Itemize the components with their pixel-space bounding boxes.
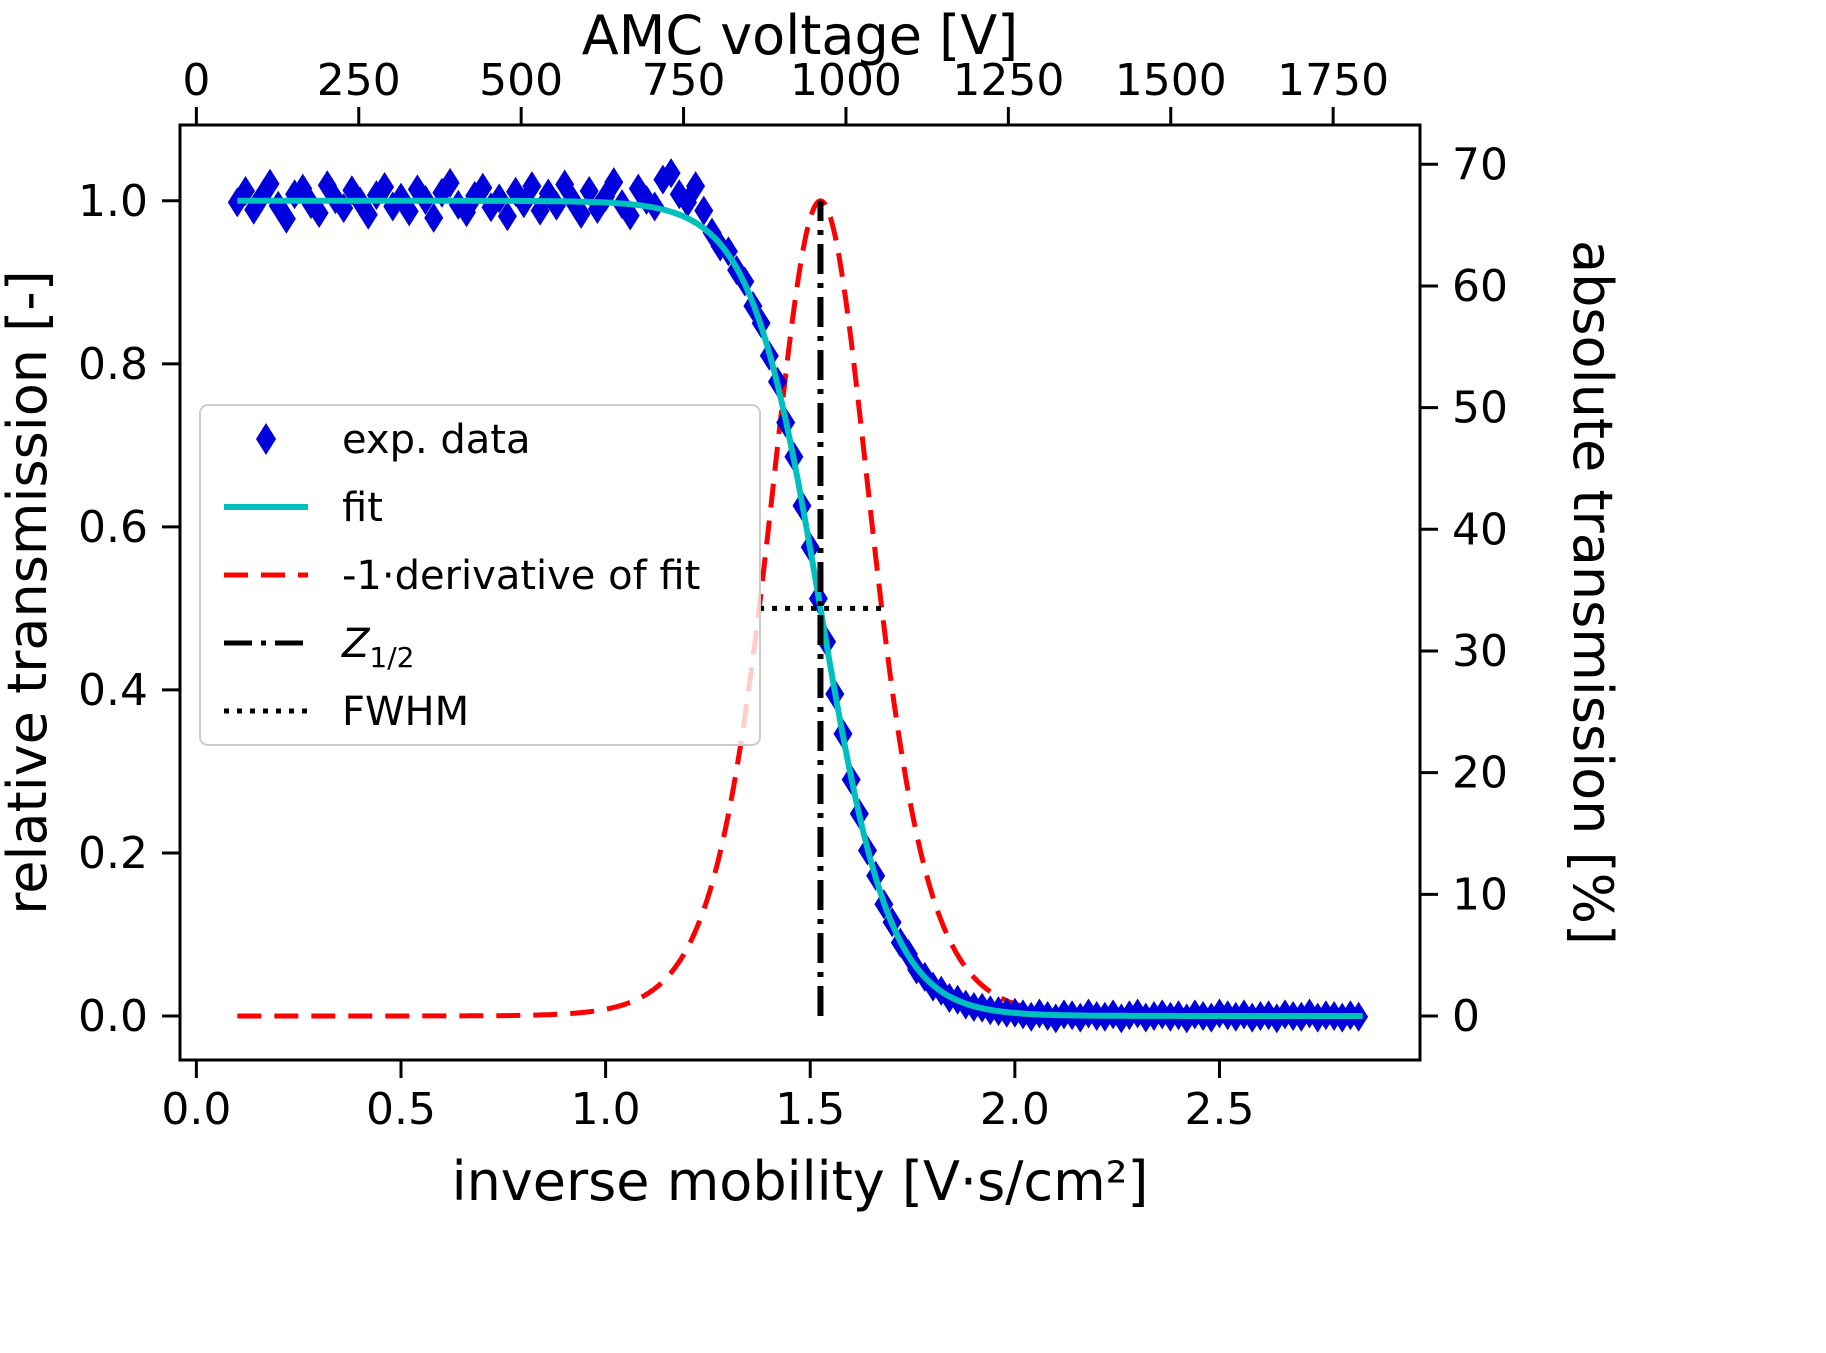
data-point-diamond: [424, 202, 444, 233]
right-tick-label: 30: [1452, 626, 1508, 677]
left-tick-label: 1.0: [78, 176, 148, 227]
data-point-diamond: [620, 200, 640, 231]
legend-label: exp. data: [342, 417, 531, 463]
data-point-diamond: [358, 199, 378, 230]
data-point-diamond: [375, 172, 395, 202]
data-point-diamond: [686, 171, 706, 202]
top-tick-label: 0: [182, 55, 210, 106]
left-tick-label: 0.8: [78, 339, 148, 390]
data-point-diamond: [399, 196, 419, 227]
plot-frame: [178, 123, 1422, 1062]
left-tick-label: 0.2: [78, 828, 148, 879]
right-axis-label: absolute transmission [%]: [1561, 240, 1624, 945]
legend-label: FWHM: [342, 689, 469, 735]
top-tick-label: 1250: [952, 55, 1064, 106]
legend-label: fit: [342, 485, 383, 531]
data-point-diamond: [604, 167, 624, 198]
bottom-tick-label: 2.0: [980, 1084, 1050, 1135]
data-point-diamond: [661, 158, 681, 189]
data-point-diamond: [579, 176, 599, 206]
top-tick-label: 1500: [1115, 55, 1227, 106]
right-tick-label: 0: [1452, 991, 1480, 1042]
data-point-diamond: [473, 172, 493, 203]
left-tick-label: 0.0: [78, 991, 148, 1042]
plot-layer: 0.0 0.5 1.0 1.5 2.0 2.50 250 500 750 1000 1250 1500…: [78, 55, 1508, 1135]
right-tick-label: 50: [1452, 383, 1508, 434]
legend-label: Z1/2: [341, 621, 414, 674]
top-tick-label: 1750: [1277, 55, 1389, 106]
data-point-diamond: [276, 203, 296, 234]
legend-box: [199, 404, 761, 746]
top-axis-label: AMC voltage [V]: [582, 4, 1018, 67]
data-point-diamond: [522, 171, 542, 202]
data-point-diamond: [571, 198, 591, 229]
data-point-diamond: [440, 167, 460, 198]
bottom-axis-label: inverse mobility [V·s/cm²]: [452, 1150, 1149, 1213]
right-tick-label: 10: [1452, 869, 1508, 920]
right-tick-label: 60: [1452, 261, 1508, 312]
bottom-tick-label: 0.0: [161, 1084, 231, 1135]
left-tick-label: 0.4: [78, 665, 148, 716]
legend: exp. data fit -1·derivative of fit Z1/2 FWHM: [199, 404, 761, 746]
bottom-tick-label: 1.5: [775, 1084, 845, 1135]
top-tick-label: 250: [317, 55, 401, 106]
legend-diamond-marker: [256, 423, 276, 455]
axis-tick-labels: 0.0 0.5 1.0 1.5 2.0 2.50 250 500 750 1000 1250 1500…: [78, 55, 1508, 1135]
right-tick-label: 20: [1452, 748, 1508, 799]
derivative-curve: [237, 198, 1363, 1019]
right-tick-label: 40: [1452, 504, 1508, 555]
data-point-diamond: [309, 198, 329, 228]
left-tick-label: 0.6: [78, 502, 148, 553]
data-point-diamond: [694, 195, 714, 226]
plot-data: [227, 158, 1369, 1034]
top-tick-label: 1000: [790, 55, 902, 106]
left-axis-label: relative transmission [-]: [0, 270, 59, 915]
bottom-tick-label: 0.5: [366, 1084, 436, 1135]
bottom-tick-label: 2.5: [1184, 1084, 1254, 1135]
fit-curve: [237, 197, 1363, 1019]
right-tick-label: 70: [1452, 139, 1508, 190]
legend-label: -1·derivative of fit: [342, 553, 700, 599]
data-point-diamond: [260, 168, 280, 199]
data-point-diamond: [497, 201, 517, 232]
top-tick-label: 750: [642, 55, 726, 106]
top-tick-label: 500: [479, 55, 563, 106]
bottom-tick-label: 1.0: [571, 1084, 641, 1135]
axis-ticks: [162, 107, 1438, 1078]
